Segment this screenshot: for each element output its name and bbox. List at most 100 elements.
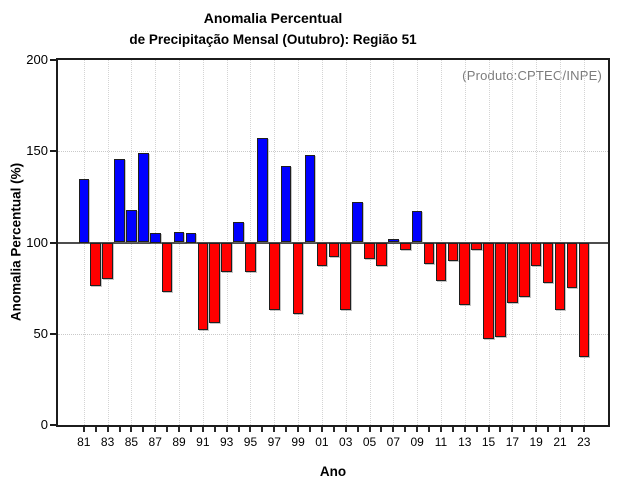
y-tick-label-150: 150 bbox=[26, 143, 48, 159]
bar-08 bbox=[399, 242, 411, 250]
bar-93 bbox=[221, 242, 232, 272]
x-tick-91 bbox=[201, 427, 204, 432]
x-tick-11 bbox=[439, 427, 442, 432]
x-tick-label-13: 13 bbox=[458, 435, 472, 449]
x-tick-93 bbox=[225, 427, 228, 432]
bar-03 bbox=[340, 242, 351, 311]
y-tick-0 bbox=[50, 424, 58, 426]
bar-05 bbox=[364, 242, 375, 259]
y-tick-50 bbox=[50, 332, 58, 335]
x-tick-18 bbox=[523, 427, 526, 432]
x-tick-97 bbox=[273, 427, 276, 432]
bar-95 bbox=[245, 242, 256, 272]
bar-09 bbox=[411, 211, 423, 243]
x-tick-21 bbox=[559, 427, 561, 432]
bar-83 bbox=[102, 242, 113, 279]
x-tick-07 bbox=[392, 427, 395, 432]
x-tick-label-21: 21 bbox=[553, 435, 567, 449]
x-tick-03 bbox=[344, 427, 347, 432]
x-tick-05 bbox=[368, 427, 371, 432]
x-tick-84 bbox=[118, 427, 121, 432]
x-tick-label-11: 11 bbox=[434, 435, 448, 449]
x-tick-02 bbox=[332, 427, 335, 432]
y-tick-label-0: 0 bbox=[40, 417, 48, 432]
x-tick-label-17: 17 bbox=[505, 435, 520, 449]
x-tick-label-05: 05 bbox=[362, 435, 377, 449]
x-tick-15 bbox=[487, 427, 490, 432]
x-tick-label-95: 95 bbox=[243, 435, 258, 449]
x-tick-12 bbox=[451, 427, 454, 432]
x-tick-92 bbox=[213, 427, 216, 432]
x-tick-83 bbox=[106, 427, 109, 432]
bar-14 bbox=[471, 242, 482, 250]
x-tick-label-93: 93 bbox=[219, 435, 234, 449]
plot-area: (Produto:CPTEC/INPE) bbox=[58, 60, 608, 425]
x-tick-label-97: 97 bbox=[267, 435, 281, 449]
x-tick-90 bbox=[189, 427, 192, 432]
x-tick-16 bbox=[499, 427, 502, 432]
x-tick-06 bbox=[380, 427, 383, 432]
x-tick-23 bbox=[582, 427, 585, 432]
x-tick-98 bbox=[285, 427, 288, 432]
bar-22 bbox=[566, 242, 578, 289]
x-tick-label-99: 99 bbox=[291, 435, 305, 449]
x-tick-81 bbox=[82, 427, 85, 432]
x-tick-82 bbox=[94, 427, 97, 432]
bar-13 bbox=[459, 242, 471, 305]
bar-85 bbox=[126, 209, 137, 243]
x-tick-label-87: 87 bbox=[148, 435, 162, 449]
gridline-h-150 bbox=[58, 151, 608, 153]
bar-94 bbox=[233, 222, 244, 243]
y-tick-label-100: 100 bbox=[26, 234, 48, 250]
bar-11 bbox=[435, 242, 447, 281]
bar-98 bbox=[280, 165, 292, 243]
x-tick-99 bbox=[297, 427, 300, 432]
x-tick-label-89: 89 bbox=[172, 435, 186, 449]
bar-21 bbox=[554, 242, 566, 311]
x-tick-20 bbox=[547, 427, 550, 432]
bar-15 bbox=[483, 242, 494, 340]
bar-90 bbox=[185, 233, 197, 243]
x-tick-label-01: 01 bbox=[315, 435, 329, 449]
x-tick-13 bbox=[463, 427, 466, 432]
bar-07 bbox=[388, 238, 399, 243]
bar-12 bbox=[447, 242, 459, 261]
x-tick-label-03: 03 bbox=[339, 435, 353, 449]
bar-16 bbox=[495, 242, 506, 338]
bar-81 bbox=[78, 178, 90, 243]
bar-02 bbox=[328, 242, 340, 258]
bar-10 bbox=[423, 242, 435, 265]
x-tick-17 bbox=[511, 427, 514, 432]
x-tick-22 bbox=[570, 427, 573, 432]
bar-84 bbox=[114, 158, 125, 243]
bar-06 bbox=[376, 242, 387, 267]
y-tick-100 bbox=[50, 241, 58, 244]
bar-89 bbox=[173, 231, 185, 243]
chart-title-line1: Anomalia Percentual bbox=[203, 10, 343, 26]
x-tick-label-09: 09 bbox=[410, 435, 424, 449]
bar-20 bbox=[542, 242, 554, 283]
bar-19 bbox=[530, 242, 542, 267]
bar-86 bbox=[138, 153, 149, 243]
x-tick-label-83: 83 bbox=[100, 435, 115, 449]
bar-17 bbox=[507, 242, 518, 303]
bar-92 bbox=[209, 242, 221, 323]
y-tick-label-200: 200 bbox=[26, 52, 48, 67]
x-tick-95 bbox=[249, 427, 252, 432]
x-tick-01 bbox=[320, 427, 323, 432]
x-tick-88 bbox=[166, 427, 169, 432]
bar-04 bbox=[352, 202, 363, 243]
gridline-h-50 bbox=[58, 333, 608, 335]
bar-01 bbox=[316, 242, 328, 267]
bar-88 bbox=[161, 242, 173, 292]
x-tick-87 bbox=[154, 427, 157, 432]
x-tick-label-23: 23 bbox=[577, 435, 591, 449]
x-tick-96 bbox=[261, 427, 264, 432]
x-tick-04 bbox=[356, 427, 359, 432]
x-tick-09 bbox=[416, 427, 419, 432]
chart-title-line2: de Precipitação Mensal (Outubro): Região… bbox=[129, 32, 417, 47]
x-tick-label-07: 07 bbox=[386, 435, 400, 449]
bar-23 bbox=[578, 242, 590, 358]
x-tick-00 bbox=[308, 427, 311, 432]
